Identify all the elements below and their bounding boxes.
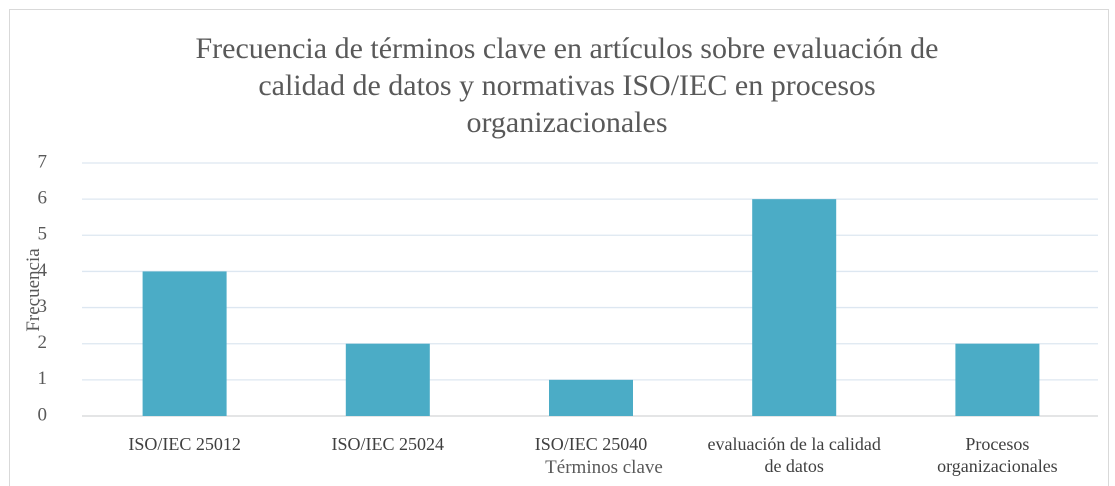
x-tick-label: ISO/IEC 25024 <box>331 434 445 454</box>
x-tick-label: ISO/IEC 25040 <box>534 434 648 454</box>
x-tick-label: Procesos organizacionales <box>937 434 1058 476</box>
y-tick-label: 1 <box>38 368 48 389</box>
y-tick-label: 4 <box>38 260 48 281</box>
y-tick-label: 0 <box>38 404 48 425</box>
chart-title: Frecuencia de términos clave en artículo… <box>195 32 939 139</box>
bar <box>142 271 227 416</box>
x-tick-label: evaluación de la calidad de datos <box>707 434 881 476</box>
y-tick-label: 6 <box>38 188 48 209</box>
bar <box>752 199 837 416</box>
chart-frame <box>9 9 1109 486</box>
y-tick-label: 2 <box>38 332 48 353</box>
y-axis-title: Frecuencia <box>23 248 44 332</box>
bar <box>955 343 1040 416</box>
x-tick-label: ISO/IEC 25012 <box>128 434 241 454</box>
y-tick-label: 5 <box>38 224 48 245</box>
bar <box>549 379 633 416</box>
y-tick-label: 3 <box>38 296 48 317</box>
y-tick-label: 7 <box>38 151 48 172</box>
bar <box>345 343 430 416</box>
x-axis-title: Términos clave <box>545 457 663 478</box>
